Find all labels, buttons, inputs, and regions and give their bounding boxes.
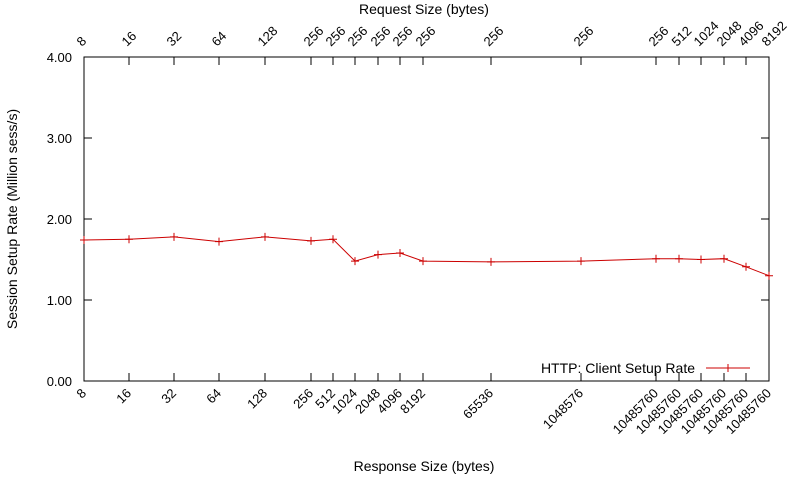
legend-label: HTTP: Client Setup Rate	[541, 360, 695, 376]
x-axis-bottom-label: Response Size (bytes)	[354, 458, 495, 474]
data-point-marker	[720, 254, 728, 263]
y-tick-label: 0.00	[47, 374, 72, 389]
data-point-marker	[374, 250, 382, 259]
data-point-marker	[675, 254, 683, 263]
data-point-marker	[307, 236, 315, 245]
data-point-marker	[125, 235, 133, 244]
y-tick-label: 4.00	[47, 50, 72, 65]
legend-marker	[724, 364, 732, 372]
data-point-marker	[487, 257, 495, 266]
data-point-marker	[697, 255, 705, 264]
data-point-marker	[351, 257, 359, 266]
data-point-marker	[765, 271, 773, 280]
data-point-marker	[577, 257, 585, 266]
data-point-marker	[170, 232, 178, 241]
y-tick-label: 1.00	[47, 293, 72, 308]
y-tick-label: 3.00	[47, 131, 72, 146]
data-point-marker	[329, 235, 337, 244]
y-axis-label: Session Setup Rate (Million sess/s)	[4, 109, 20, 329]
y-tick-label: 2.00	[47, 212, 72, 227]
data-point-marker	[80, 236, 88, 245]
data-point-marker	[742, 262, 750, 271]
x-axis-top-label: Request Size (bytes)	[359, 1, 489, 17]
data-point-marker	[419, 257, 427, 266]
data-point-marker	[396, 249, 404, 258]
data-point-marker	[652, 254, 660, 263]
data-point-marker	[261, 232, 269, 241]
data-point-marker	[215, 237, 223, 246]
